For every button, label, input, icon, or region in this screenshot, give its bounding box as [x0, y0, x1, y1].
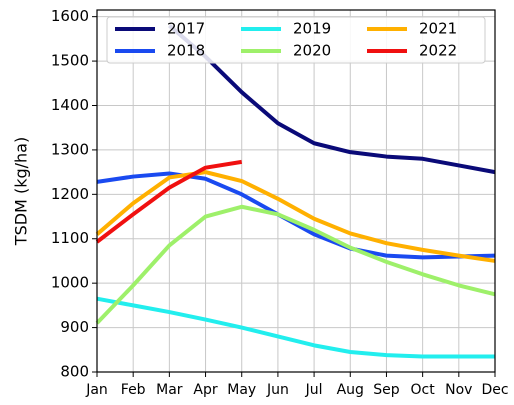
legend-label: 2020 [293, 42, 331, 60]
y-tick-label: 1500 [51, 52, 89, 70]
y-tick-label: 1200 [51, 185, 89, 203]
series-line [95, 170, 496, 263]
y-tick-label: 1600 [51, 7, 89, 25]
series-line [96, 296, 495, 359]
series-line [168, 24, 496, 175]
y-tick-label: 800 [60, 363, 89, 381]
y-tick-label: 1000 [51, 274, 89, 292]
x-tick-label: Dec [481, 382, 508, 398]
legend-label: 2019 [293, 20, 331, 38]
y-tick-label: 1400 [51, 96, 89, 114]
x-tick-label: May [227, 382, 256, 398]
x-tick-label: Jul [305, 382, 323, 398]
series-line [95, 204, 496, 325]
y-tick-label: 1300 [51, 140, 89, 158]
legend-label: 2017 [167, 20, 205, 38]
series-line [96, 171, 496, 260]
x-tick-label: Aug [337, 382, 364, 398]
legend-label: 2022 [419, 42, 457, 60]
x-tick-label: Apr [193, 382, 217, 398]
x-tick-label: Feb [121, 382, 146, 398]
legend-label: 2018 [167, 42, 205, 60]
series-line [95, 159, 243, 244]
plot-frame [96, 9, 496, 373]
y-tick-label: 900 [60, 318, 89, 336]
x-tick-label: Nov [445, 382, 472, 398]
y-tick-label: 1100 [51, 229, 89, 247]
x-tick-label: Mar [156, 382, 183, 398]
y-axis-label: TSDM (kg/ha) [12, 137, 31, 246]
legend: 2017 2018 2019 2020 2021 2022 [106, 16, 486, 64]
x-tick-label: Jan [85, 382, 108, 398]
x-tick-label: Jun [266, 382, 289, 398]
legend-label: 2021 [419, 20, 457, 38]
x-tick-label: Sep [373, 382, 400, 398]
x-tick-label: Oct [411, 382, 436, 398]
